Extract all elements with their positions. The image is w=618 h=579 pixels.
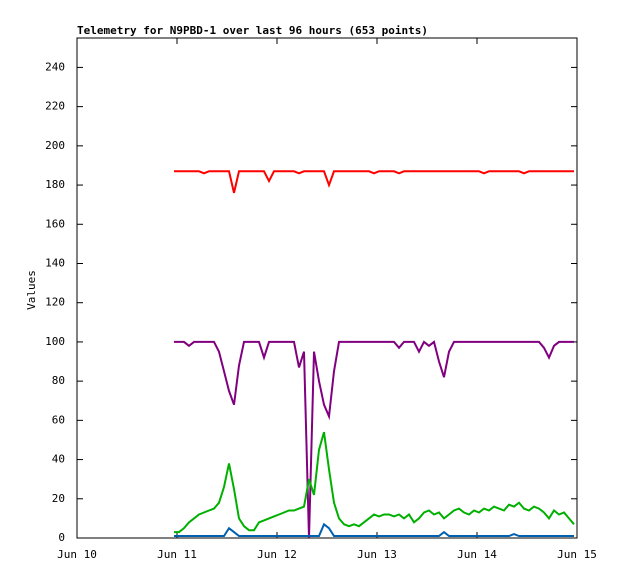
y-tick-label: 220 bbox=[45, 100, 65, 113]
y-tick-label: 160 bbox=[45, 217, 65, 230]
y-tick-label: 40 bbox=[52, 453, 65, 466]
y-tick-label: 180 bbox=[45, 178, 65, 191]
y-tick-label: 120 bbox=[45, 296, 65, 309]
series-line bbox=[174, 431, 575, 534]
y-tick-label: 100 bbox=[45, 335, 65, 348]
y-tick-label: 60 bbox=[52, 413, 65, 426]
y-tick-label: 0 bbox=[58, 531, 65, 544]
y-axis-label: Values bbox=[25, 270, 38, 310]
y-tick-label: 240 bbox=[45, 60, 65, 73]
y-tick-label: 140 bbox=[45, 256, 65, 269]
x-tick-label: Jun 12 bbox=[257, 548, 297, 561]
chart-title: Telemetry for N9PBD-1 over last 96 hours… bbox=[77, 24, 428, 37]
x-tick-label: Jun 14 bbox=[457, 548, 497, 561]
series-line bbox=[174, 340, 574, 539]
plot-frame bbox=[76, 37, 578, 539]
x-tick-label: Jun 11 bbox=[157, 548, 197, 561]
x-tick-label: Jun 15 bbox=[557, 548, 597, 561]
y-tick-label: 200 bbox=[45, 139, 65, 152]
series-line bbox=[174, 522, 574, 537]
y-tick-label: 80 bbox=[52, 374, 65, 387]
x-tick-label: Jun 13 bbox=[357, 548, 397, 561]
y-tick-label: 20 bbox=[52, 492, 65, 505]
series-line bbox=[174, 170, 574, 194]
x-tick-label: Jun 10 bbox=[57, 548, 97, 561]
